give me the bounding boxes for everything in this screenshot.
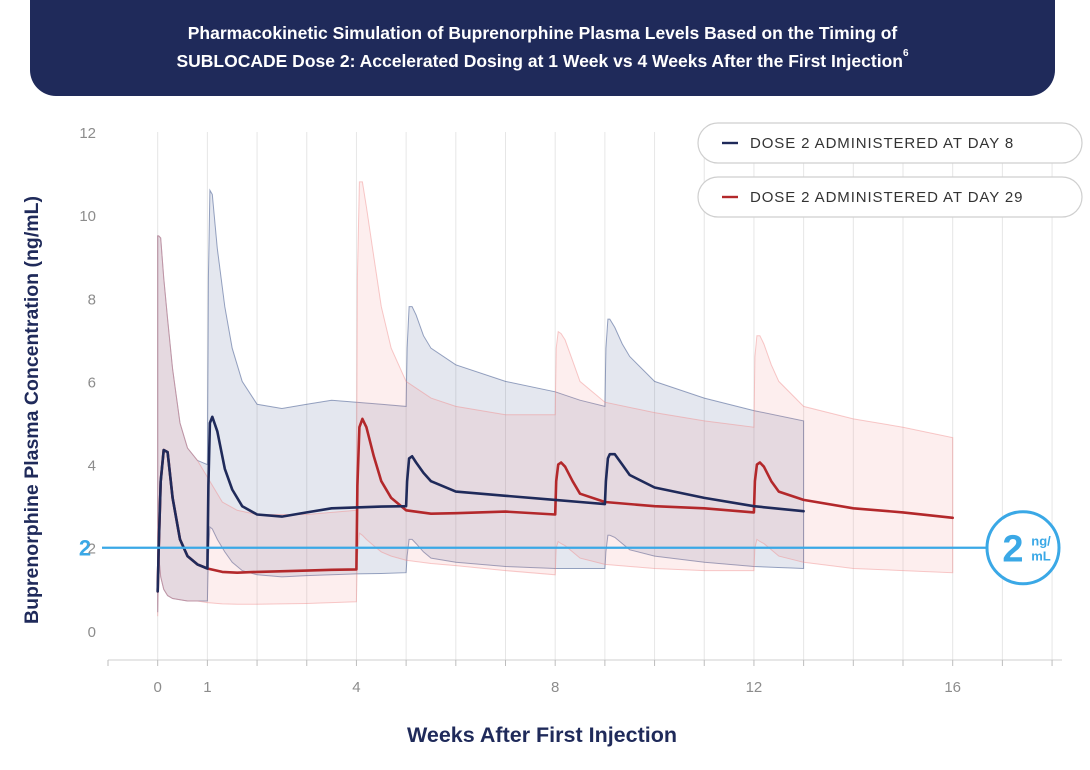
axes: 0 2 4 6 8 10 12 0 1 4 8 12 16 Buprenorphine Plasma Co… <box>21 125 1062 747</box>
legend-box <box>697 176 1083 218</box>
y-tick-label: 12 <box>79 125 96 142</box>
x-tick-label: 4 <box>352 679 360 696</box>
chart-title-line1: Pharmacokinetic Simulation of Buprenorph… <box>187 23 898 43</box>
y-tick-label: 10 <box>79 208 96 225</box>
chart-title-banner: Pharmacokinetic Simulation of Buprenorph… <box>30 0 1055 96</box>
threshold-badge-unit-bottom: mL <box>1031 549 1051 564</box>
legend: DOSE 2 ADMINISTERED AT DAY 8 DOSE 2 ADMIN… <box>697 122 1083 218</box>
x-axis-label: Weeks After First Injection <box>407 723 677 747</box>
line-day8 <box>156 415 805 593</box>
legend-label: DOSE 2 ADMINISTERED AT DAY 29 <box>750 189 1023 206</box>
y-tick-label: 6 <box>88 374 96 391</box>
y-tick-label: 8 <box>88 291 96 308</box>
chart-title-line2: SUBLOCADE Dose 2: Accelerated Dosing at … <box>176 51 903 71</box>
threshold-label: 2 <box>79 536 91 561</box>
threshold-group: 2 2 ng/mL <box>79 510 1061 586</box>
threshold-badge-unit-top: ng/ <box>1031 534 1051 549</box>
x-tick-label: 8 <box>551 679 559 696</box>
series-lines <box>156 415 955 593</box>
x-tick-label: 1 <box>203 679 211 696</box>
y-tick-label: 4 <box>88 458 96 475</box>
threshold-badge-number: 2 <box>1002 529 1023 571</box>
x-tick-label: 12 <box>746 679 763 696</box>
x-tick-label: 0 <box>154 679 162 696</box>
y-axis-label: Buprenorphine Plasma Concentration (ng/m… <box>21 196 43 624</box>
threshold-badge <box>985 510 1061 586</box>
y-tick-label: 0 <box>88 624 96 641</box>
legend-box <box>697 122 1083 164</box>
y-tick-label: 2 <box>88 541 96 558</box>
chart-title-line2-wrap: SUBLOCADE Dose 2: Accelerated Dosing at … <box>30 47 1055 75</box>
footnote-reference: 6 <box>902 48 909 59</box>
legend-label: DOSE 2 ADMINISTERED AT DAY 8 <box>750 135 1014 152</box>
band-day8 <box>157 188 805 613</box>
x-tick-label: 16 <box>944 679 961 696</box>
